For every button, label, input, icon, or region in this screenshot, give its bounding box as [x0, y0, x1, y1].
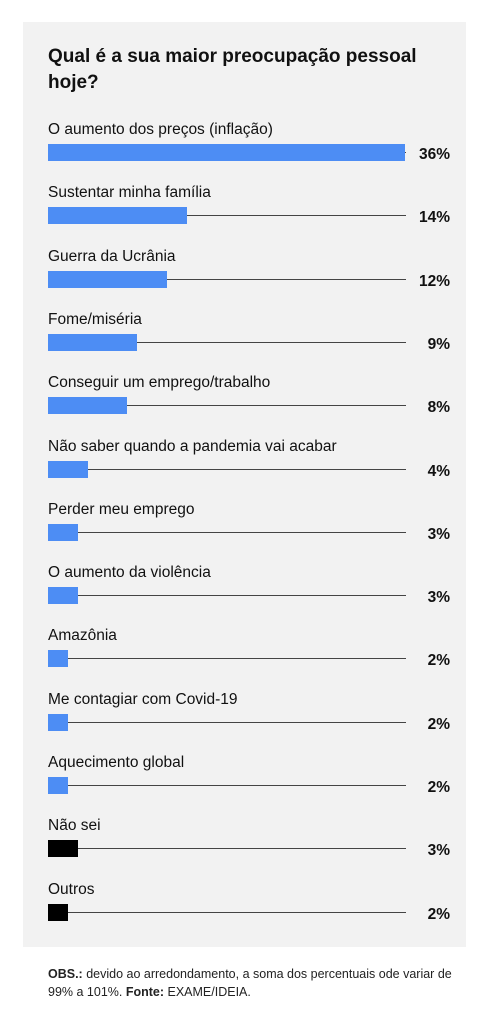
bar-row: Aquecimento global 2%: [0, 754, 490, 814]
baseline-rule: [48, 595, 406, 597]
baseline-rule: [48, 215, 406, 217]
category-label: Sustentar minha família: [48, 184, 211, 202]
value-label: 2%: [427, 905, 450, 923]
bar: [48, 460, 88, 478]
value-label: 3%: [427, 842, 450, 860]
category-label: Conseguir um emprego/trabalho: [48, 374, 271, 392]
category-label: Amazônia: [48, 627, 117, 645]
bar-row: Perder meu emprego 3%: [0, 501, 490, 561]
value-label: 36%: [418, 146, 450, 163]
bar: [48, 713, 68, 731]
footnote: OBS.: devido ao arredondamento, a soma d…: [48, 965, 468, 1001]
source-label: Fonte:: [125, 985, 165, 999]
category-label: Outros: [48, 880, 95, 898]
chart-panel: [23, 22, 466, 947]
value-label: 3%: [427, 525, 450, 543]
value-label: 4%: [427, 462, 450, 480]
bar-row: Sustentar minha família 14%: [0, 184, 490, 244]
bar: [48, 840, 78, 858]
bar-row: Guerra da Ucrânia 12%: [0, 248, 490, 308]
category-label: Não sei: [48, 817, 101, 835]
bar-row: Não saber quando a pandemia vai acabar 4%: [0, 438, 490, 498]
baseline-rule: [48, 848, 406, 850]
value-label: 12%: [418, 272, 450, 290]
baseline-rule: [48, 658, 406, 660]
category-label: O aumento da violência: [48, 564, 211, 582]
value-label: 2%: [427, 652, 450, 670]
baseline-rule: [48, 341, 406, 343]
bar-row: Não sei 3%: [0, 817, 490, 877]
baseline-rule: [48, 531, 406, 533]
obs-label: OBS.:: [48, 967, 83, 981]
bar-row: O aumento dos preços (inflação) 36%: [0, 121, 490, 181]
bar-row: Conseguir um emprego/trabalho 8%: [0, 374, 490, 434]
category-label: Não saber quando a pandemia vai acabar: [48, 437, 337, 455]
bar-row: Me contagiar com Covid-19 2%: [0, 691, 490, 751]
baseline-rule: [48, 721, 406, 723]
value-label: 9%: [427, 335, 450, 353]
baseline-rule: [48, 405, 406, 407]
baseline-rule: [48, 468, 406, 470]
value-label: 14%: [418, 209, 450, 227]
baseline-rule: [48, 278, 406, 280]
value-label: 8%: [427, 399, 450, 417]
bar: [48, 587, 78, 605]
category-label: Perder meu emprego: [48, 500, 195, 518]
obs-text: devido ao arredondamento, a soma dos per…: [48, 967, 452, 999]
chart-title: Qual é a sua maior preocupação pessoal h…: [48, 46, 417, 93]
category-label: O aumento dos preços (inflação): [48, 121, 273, 138]
source-text: EXAME/IDEIA.: [164, 985, 251, 999]
category-label: Fome/miséria: [48, 310, 142, 328]
bar: [48, 523, 78, 541]
category-label: Aquecimento global: [48, 754, 185, 771]
bar-row: O aumento da violência 3%: [0, 564, 490, 624]
category-label: Me contagiar com Covid-19: [48, 690, 238, 708]
bar: [48, 650, 68, 668]
value-label: 3%: [427, 589, 450, 607]
bar: [48, 333, 138, 351]
bar-row: Outros 2%: [0, 881, 490, 941]
value-label: 2%: [427, 779, 450, 796]
baseline-rule: [48, 785, 406, 786]
value-label: 2%: [427, 715, 450, 733]
bar-row: Fome/miséria 9%: [0, 311, 490, 371]
bar: [48, 397, 128, 415]
baseline-rule: [48, 911, 406, 913]
category-label: Guerra da Ucrânia: [48, 247, 176, 265]
bar: [48, 777, 68, 794]
bar: [48, 270, 167, 288]
bar: [48, 144, 405, 161]
bar: [48, 207, 187, 225]
bar: [48, 903, 68, 921]
bar-row: Amazônia 2%: [0, 627, 490, 687]
